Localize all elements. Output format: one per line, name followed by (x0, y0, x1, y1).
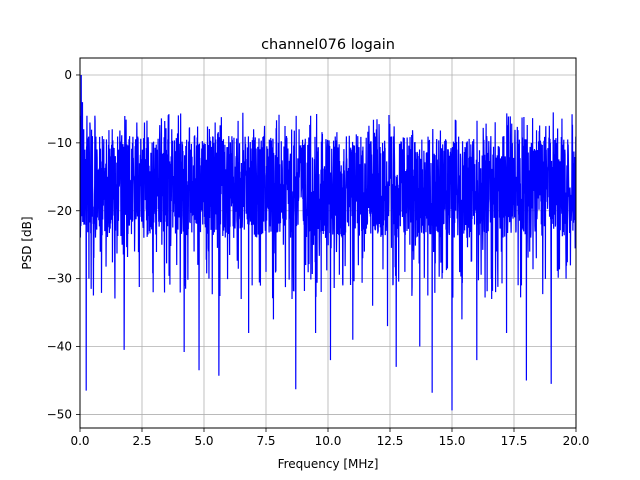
psd-series-line (80, 74, 576, 411)
y-tick-label: −10 (47, 136, 72, 150)
chart-title: channel076 logain (261, 37, 395, 53)
plot-area (80, 74, 576, 411)
x-tick-label: 20.0 (563, 434, 590, 448)
x-tick-label: 0.0 (70, 434, 89, 448)
y-axis-label: PSD [dB] (20, 216, 34, 269)
x-tick-label: 10.0 (315, 434, 342, 448)
y-tick-label: 0 (64, 68, 72, 82)
x-axis-label: Frequency [MHz] (278, 457, 379, 471)
y-tick-label: −20 (47, 204, 72, 218)
y-tick-label: −30 (47, 272, 72, 286)
x-tick-label: 17.5 (501, 434, 528, 448)
y-axis-ticks: 0 −10 −20 −30 −40 −50 (47, 68, 80, 421)
x-tick-label: 12.5 (377, 434, 404, 448)
x-tick-label: 2.5 (132, 434, 151, 448)
series-layer (80, 74, 576, 411)
x-tick-label: 5.0 (194, 434, 213, 448)
y-tick-label: −40 (47, 340, 72, 354)
y-tick-label: −50 (47, 407, 72, 421)
x-axis-ticks: 0.0 2.5 5.0 7.5 10.0 12.5 15.0 17.5 20.0 (70, 428, 589, 448)
x-tick-label: 7.5 (256, 434, 275, 448)
x-tick-label: 15.0 (439, 434, 466, 448)
